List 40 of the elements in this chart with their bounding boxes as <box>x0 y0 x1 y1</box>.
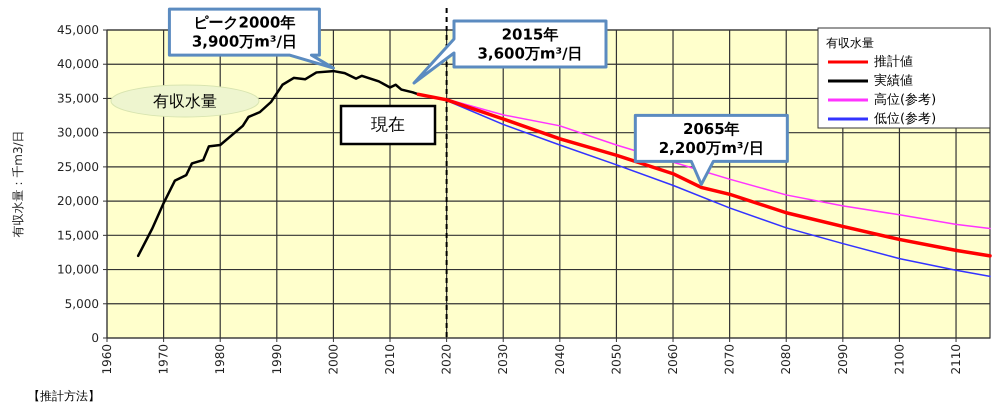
callout: 2065年 2,200万m³/日 <box>634 114 789 186</box>
y-tick-label: 25,000 <box>57 160 99 174</box>
callout: ピーク2000年 3,900万m³/日 <box>168 8 335 70</box>
y-tick-label: 40,000 <box>57 57 99 72</box>
annotation: ピーク2000年 3,900万m³/日 <box>192 14 297 51</box>
y-tick-label: 20,000 <box>57 194 99 208</box>
y-tick-label: 35,000 <box>57 91 99 106</box>
text: 【推計方法】 <box>28 389 100 403</box>
x-tick-label: 1970 <box>156 344 171 375</box>
y-tick-label: 0 <box>91 331 99 345</box>
x-tick-label: 2090 <box>836 344 850 375</box>
legend-label: 実績値 <box>874 72 913 88</box>
x-tick-label: 2060 <box>666 344 680 375</box>
annotation: 2015年 3,600万m³/日 <box>477 26 583 62</box>
x-tick-label: 2030 <box>496 344 510 375</box>
legend-title: 有収水量 <box>826 36 874 50</box>
annotation: 2065年 2,200万m³/日 <box>658 120 764 157</box>
annotation: 有収水量 <box>153 92 217 110</box>
x-tick-label: 1960 <box>100 344 114 375</box>
y-tick-label: 45,000 <box>57 23 99 37</box>
x-tick-label: 2010 <box>383 344 398 375</box>
x-tick-label: 1990 <box>270 344 284 375</box>
x-tick-label: 2020 <box>440 344 454 375</box>
legend-label: 高位(参考) <box>874 92 936 108</box>
x-tick-label: 2100 <box>892 344 906 375</box>
y-tick-label: 30,000 <box>57 126 99 140</box>
x-tick-label: 2110 <box>949 344 964 375</box>
x-tick-label: 2000 <box>326 344 340 375</box>
legend-label: 低位(参考) <box>874 112 936 126</box>
legend-label: 推計値 <box>874 54 913 70</box>
y-axis-title: 有収水量：千m3/日 <box>11 130 25 238</box>
x-tick-label: 2040 <box>552 344 567 375</box>
x-tick-label: 2070 <box>722 344 737 375</box>
x-tick-label: 1980 <box>213 344 228 375</box>
y-tick-label: 15,000 <box>57 228 99 242</box>
x-tick-label: 2080 <box>779 344 794 375</box>
y-tick-label: 5,000 <box>64 296 99 311</box>
y-tick-label: 10,000 <box>57 262 99 277</box>
annotation: 現在 <box>371 115 405 135</box>
x-tick-label: 2050 <box>609 344 624 375</box>
